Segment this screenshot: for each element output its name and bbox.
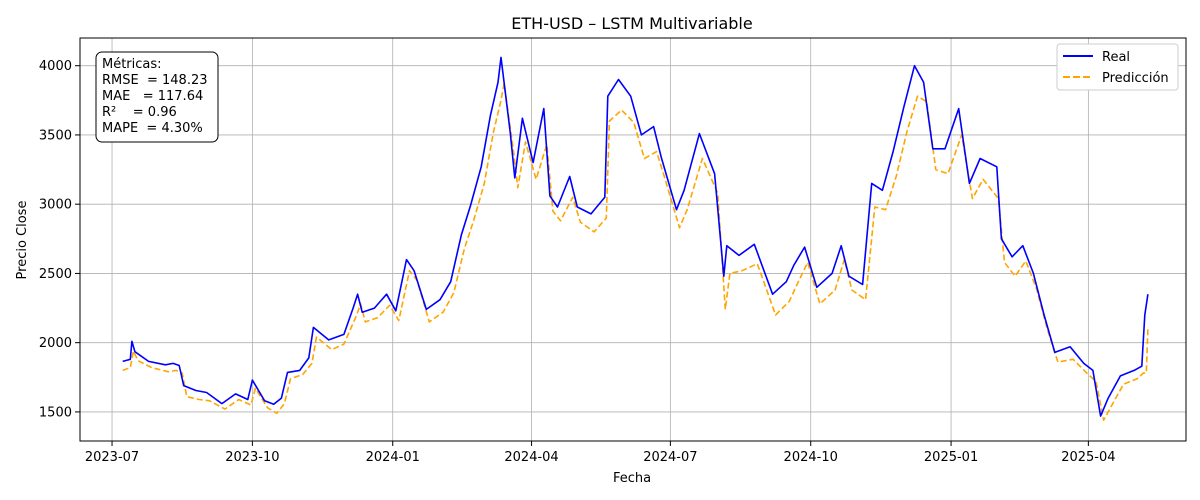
legend-label-prediccion: Predicción — [1102, 71, 1169, 86]
series-lines — [122, 56, 1149, 422]
x-tick-label: 2024-01 — [366, 450, 420, 465]
x-tick-label: 2023-07 — [85, 450, 139, 465]
chart-title: ETH-USD – LSTM Multivariable — [511, 14, 752, 33]
x-tick-label: 2025-04 — [1061, 450, 1115, 465]
metrics-heading: Métricas: — [102, 57, 162, 72]
x-axis-title: Fecha — [613, 471, 651, 486]
x-tick-label: 2023-10 — [225, 450, 279, 465]
series-line-prediccion — [122, 82, 1149, 422]
y-axis: 1500 2000 2500 3000 3500 4000 — [39, 59, 80, 420]
metrics-box-frame — [95, 51, 219, 143]
x-tick-label: 2025-01 — [924, 450, 978, 465]
series-line-real — [122, 56, 1149, 417]
x-tick-label: 2024-10 — [784, 450, 838, 465]
plot-frame — [79, 37, 1187, 442]
y-tick-label: 3500 — [39, 128, 72, 143]
legend: Real Predicción — [1056, 43, 1179, 91]
y-tick-label: 2000 — [39, 336, 72, 351]
metric-rmse: RMSE = 148.23 — [102, 73, 208, 88]
x-tick-label: 2024-04 — [504, 450, 558, 465]
x-axis: 2023-07 2023-10 2024-01 2024-04 2024-07 2024-… — [85, 441, 1116, 465]
grid — [80, 38, 1186, 441]
metrics-annotation: Métricas: RMSE = 148.23 MAE = 117.64 R² … — [95, 51, 219, 143]
y-axis-title: Precio Close — [15, 201, 30, 280]
metric-r2: R² = 0.96 — [102, 105, 177, 120]
y-tick-label: 1500 — [39, 405, 72, 420]
metric-mae: MAE = 117.64 — [102, 89, 203, 104]
y-tick-label: 4000 — [39, 59, 72, 74]
x-tick-label: 2024-07 — [643, 450, 697, 465]
y-tick-label: 3000 — [39, 198, 72, 213]
metric-mape: MAPE = 4.30% — [102, 121, 203, 136]
legend-label-real: Real — [1102, 50, 1130, 65]
y-tick-label: 2500 — [39, 267, 72, 282]
